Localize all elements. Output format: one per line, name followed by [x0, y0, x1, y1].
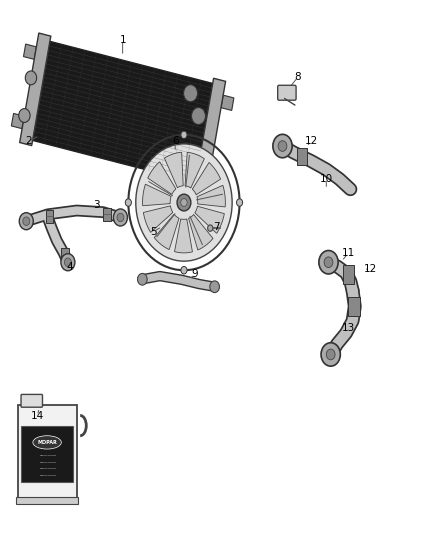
Circle shape [64, 258, 71, 266]
Text: ────────: ──────── [39, 461, 56, 465]
Bar [21, 425, 73, 482]
Text: 13: 13 [342, 323, 355, 333]
Text: 2: 2 [25, 136, 32, 146]
Text: ────────: ──────── [39, 454, 56, 458]
Polygon shape [189, 214, 213, 250]
Polygon shape [20, 33, 51, 146]
Polygon shape [195, 206, 224, 233]
Text: 10: 10 [320, 174, 333, 183]
Polygon shape [32, 42, 213, 182]
Text: 3: 3 [93, 200, 100, 210]
Polygon shape [154, 214, 179, 249]
Text: 5: 5 [150, 227, 157, 237]
Text: 9: 9 [191, 270, 198, 279]
Polygon shape [192, 163, 221, 195]
Bar [297, 148, 307, 165]
Circle shape [210, 281, 219, 293]
Text: 11: 11 [342, 248, 355, 258]
FancyBboxPatch shape [21, 394, 42, 407]
Polygon shape [221, 95, 234, 110]
Text: ────────: ──────── [39, 474, 56, 478]
Bar [61, 248, 69, 261]
Circle shape [177, 194, 191, 211]
Bar [348, 297, 360, 316]
Bar [16, 497, 78, 504]
Polygon shape [164, 152, 183, 188]
Circle shape [237, 199, 243, 206]
Polygon shape [197, 185, 225, 207]
Polygon shape [174, 219, 192, 253]
Circle shape [19, 109, 30, 123]
Text: 12: 12 [304, 136, 318, 146]
Circle shape [278, 141, 287, 151]
Circle shape [23, 217, 30, 225]
Circle shape [321, 343, 340, 366]
Polygon shape [209, 165, 222, 180]
Polygon shape [24, 44, 36, 59]
Bar [46, 210, 53, 223]
Polygon shape [148, 161, 176, 195]
Circle shape [61, 254, 75, 271]
Text: MOPAR: MOPAR [37, 440, 57, 445]
Bar [343, 265, 354, 284]
FancyBboxPatch shape [18, 405, 77, 498]
Text: 14: 14 [31, 411, 44, 421]
Circle shape [25, 71, 37, 85]
Circle shape [273, 134, 292, 158]
Circle shape [138, 273, 147, 285]
Text: 1: 1 [119, 35, 126, 45]
Polygon shape [143, 206, 173, 232]
Circle shape [319, 251, 338, 274]
Text: ────────: ──────── [39, 467, 56, 472]
Circle shape [326, 349, 335, 360]
Circle shape [117, 213, 124, 222]
Polygon shape [11, 114, 24, 128]
FancyBboxPatch shape [278, 85, 296, 100]
Text: 7: 7 [213, 222, 220, 231]
Circle shape [19, 213, 33, 230]
Circle shape [136, 144, 232, 261]
Polygon shape [194, 78, 226, 191]
Polygon shape [185, 152, 205, 188]
Circle shape [208, 225, 213, 231]
Circle shape [181, 199, 187, 206]
Text: 4: 4 [67, 262, 74, 271]
Circle shape [324, 257, 333, 268]
Text: 6: 6 [172, 136, 179, 146]
Circle shape [184, 85, 198, 102]
Circle shape [125, 199, 131, 206]
Circle shape [113, 209, 127, 226]
Text: 8: 8 [294, 72, 301, 82]
Bar [103, 208, 111, 221]
Ellipse shape [33, 436, 61, 449]
Circle shape [181, 131, 187, 139]
Circle shape [181, 266, 187, 274]
Text: 12: 12 [364, 264, 377, 274]
Polygon shape [143, 184, 171, 206]
Circle shape [191, 108, 205, 125]
